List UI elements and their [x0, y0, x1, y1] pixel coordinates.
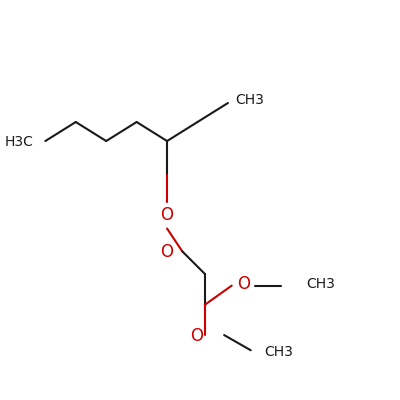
Text: CH3: CH3 — [236, 93, 264, 107]
Text: CH3: CH3 — [264, 345, 293, 359]
Text: O: O — [160, 206, 174, 224]
Text: O: O — [160, 244, 173, 262]
Text: H3C: H3C — [5, 135, 34, 149]
Text: O: O — [190, 327, 203, 345]
Text: O: O — [238, 275, 250, 293]
Text: CH3: CH3 — [306, 277, 335, 291]
